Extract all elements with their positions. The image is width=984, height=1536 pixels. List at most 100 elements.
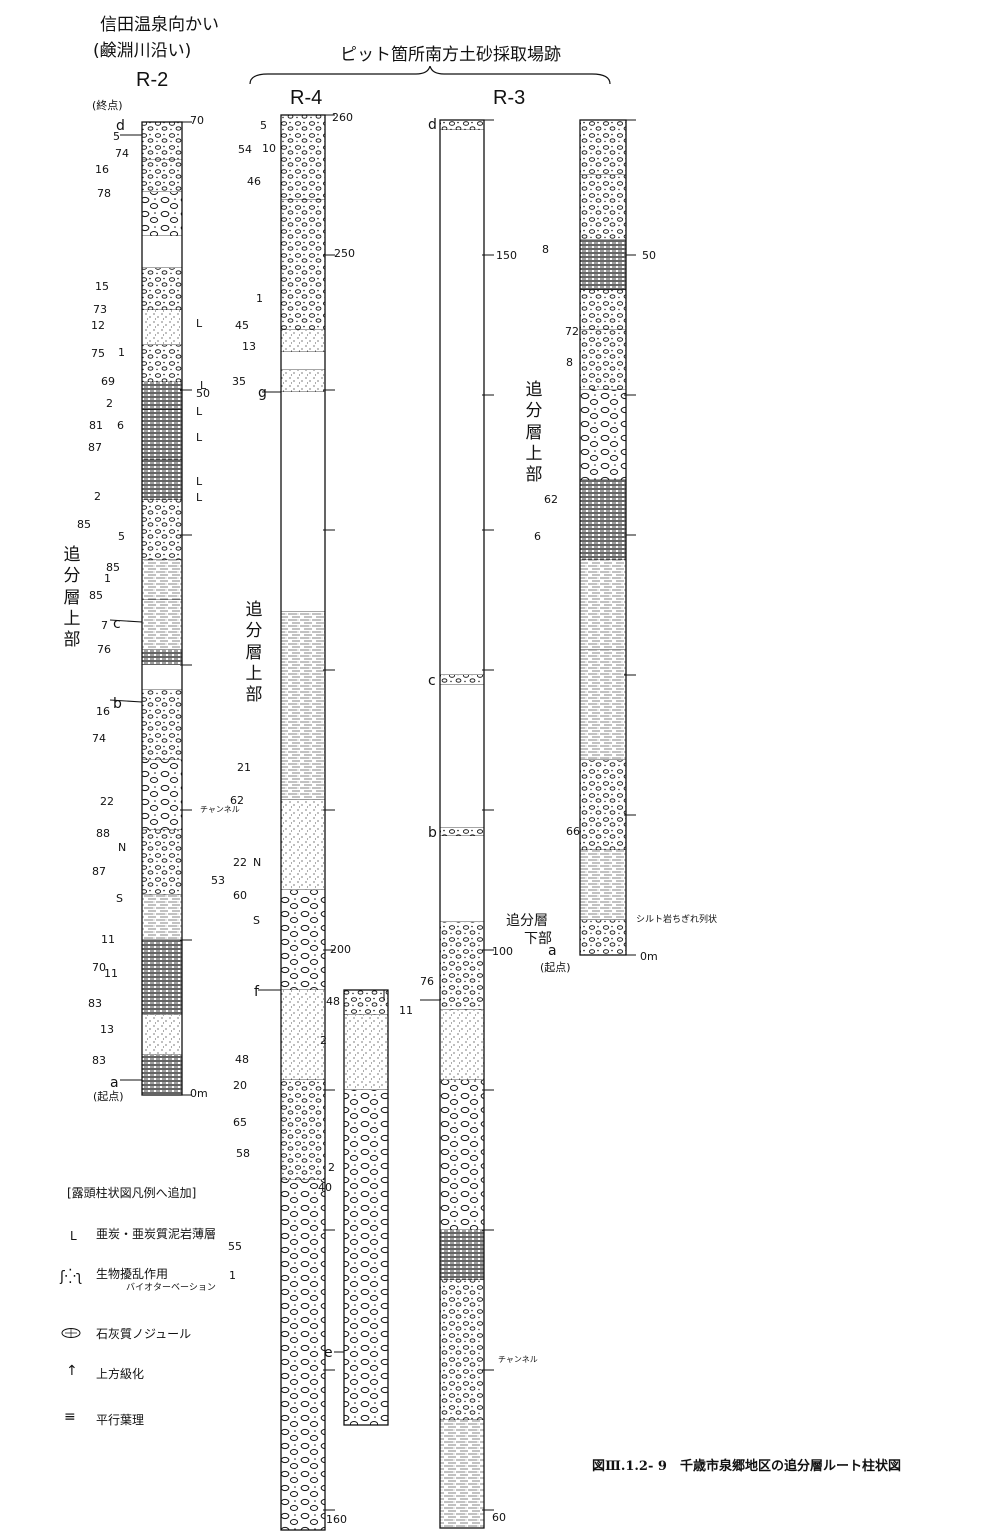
r2-bed xyxy=(142,600,182,650)
legend-label-nodule: 石灰質ノジュール xyxy=(96,1327,192,1341)
r2-bed xyxy=(142,690,182,760)
r2-bed xyxy=(142,460,182,500)
r2-bed xyxy=(142,830,182,895)
r3u-bed xyxy=(580,240,626,290)
r2-bed xyxy=(142,382,182,410)
compass-south-r2: S xyxy=(116,892,123,905)
dip-reading: 16 xyxy=(96,705,110,718)
dip-reading: 1 xyxy=(256,292,263,305)
dip-reading: 74 xyxy=(115,147,129,160)
r3u-outline xyxy=(579,119,627,956)
r3u-bed xyxy=(580,850,626,920)
r3u-bed xyxy=(580,330,626,390)
leader-line xyxy=(109,619,143,623)
dip-reading: 76 xyxy=(420,975,434,988)
dip-reading: 78 xyxy=(97,187,111,200)
r2-column-id: R-2 xyxy=(136,69,169,91)
r2-formation-label: 追分層上部 xyxy=(63,545,81,650)
dip-reading: 21 xyxy=(237,761,251,774)
r3-tick-60: 60 xyxy=(492,1511,506,1524)
r3-tick-150: 150 xyxy=(496,249,517,262)
r4-bed xyxy=(281,115,325,200)
r3-formation-upper: 追分層上部 xyxy=(525,380,543,485)
r2-end-label: (終点) xyxy=(92,99,123,112)
compass-south-r4: S xyxy=(253,914,260,927)
dip-reading: 73 xyxy=(93,303,107,316)
lignite-marker: L xyxy=(196,431,203,444)
dip-reading: 6 xyxy=(534,530,541,543)
r3-bed xyxy=(440,1010,484,1080)
r3u-bed xyxy=(580,120,626,175)
r3-tick-100: 100 xyxy=(492,945,513,958)
dip-reading: 2 xyxy=(94,490,101,503)
dip-reading: 48 xyxy=(326,995,340,1008)
r2-bed xyxy=(142,192,182,236)
legend-title: [露頭柱状図凡例へ追加] xyxy=(67,1186,197,1200)
r4-side-bed xyxy=(344,1015,388,1090)
dip-reading: 1 xyxy=(229,1269,236,1282)
lignite-marker: L xyxy=(196,475,203,488)
dip-reading: 54 xyxy=(238,143,252,156)
r3-bed xyxy=(440,675,484,685)
r2-tick-0m: 0m xyxy=(190,1087,208,1100)
legend-label-lamination: 平行葉理 xyxy=(96,1413,145,1427)
leader-line xyxy=(109,699,143,703)
r3u-bed xyxy=(580,175,626,240)
dip-reading: 62 xyxy=(230,794,244,807)
dip-reading: 10 xyxy=(262,142,276,155)
dip-reading: 16 xyxy=(95,163,109,176)
r3-bed xyxy=(440,1420,484,1528)
r2-site-line1: 信田温泉向かい xyxy=(100,15,219,35)
dip-reading: 76 xyxy=(97,643,111,656)
r2-tick-50: 50 xyxy=(196,387,210,400)
r3u-bed xyxy=(580,760,626,850)
r3-start-label: (起点) xyxy=(540,961,571,974)
r4-bed xyxy=(281,392,325,612)
r2-tick-70: 70 xyxy=(190,114,204,127)
dip-reading: 6 xyxy=(117,419,124,432)
dip-reading: 20 xyxy=(233,1079,247,1092)
r2-point-d: d xyxy=(116,118,125,134)
dip-reading: 48 xyxy=(235,1053,249,1066)
r3-bed xyxy=(440,922,484,1010)
r4-bed xyxy=(281,330,325,352)
dip-reading: 2 xyxy=(320,1034,327,1047)
r4-bed xyxy=(281,370,325,392)
dip-reading: 22 xyxy=(100,795,114,808)
r2-point-b: b xyxy=(113,696,122,712)
dip-reading: 53 xyxy=(211,874,225,887)
r3u-bed xyxy=(580,650,626,760)
lignite-marker: L xyxy=(200,379,207,392)
r3-bed xyxy=(440,836,484,922)
legend-label-lignite: 亜炭・亜炭質泥岩薄層 xyxy=(96,1227,217,1241)
dip-reading: 22 xyxy=(233,856,247,869)
dip-reading: 11 xyxy=(104,967,118,980)
r4-bed xyxy=(281,612,325,800)
dip-reading: 60 xyxy=(233,889,247,902)
dip-reading: 1 xyxy=(104,572,111,585)
r3-column-id: R-3 xyxy=(493,87,526,109)
nodule-icon xyxy=(61,1328,81,1338)
dip-reading: 70 xyxy=(92,961,106,974)
r4-column-id: R-4 xyxy=(290,87,323,109)
dip-reading: 81 xyxy=(89,419,103,432)
r4-bed xyxy=(281,1180,325,1530)
r3-bed xyxy=(440,1080,484,1230)
r3-formation-lower-1: 追分層 xyxy=(506,913,548,929)
dip-reading: 87 xyxy=(88,441,102,454)
dip-reading: 69 xyxy=(101,375,115,388)
dip-reading: 88 xyxy=(96,827,110,840)
dip-reading: 87 xyxy=(92,865,106,878)
r2-bed xyxy=(142,560,182,600)
dip-reading: 8 xyxy=(566,356,573,369)
dip-reading: 15 xyxy=(95,280,109,293)
r4-bed xyxy=(281,990,325,1080)
dip-reading: 11 xyxy=(399,1004,413,1017)
r3-channel-note: チャンネル xyxy=(498,1355,538,1364)
r4-side-bed xyxy=(344,1090,388,1425)
dip-reading: 7 xyxy=(101,619,108,632)
dip-reading: 2 xyxy=(106,397,113,410)
r2-site-line2: (鹸淵川沿い) xyxy=(93,41,192,61)
r3-bed xyxy=(440,685,484,828)
dip-reading: 1 xyxy=(118,346,125,359)
